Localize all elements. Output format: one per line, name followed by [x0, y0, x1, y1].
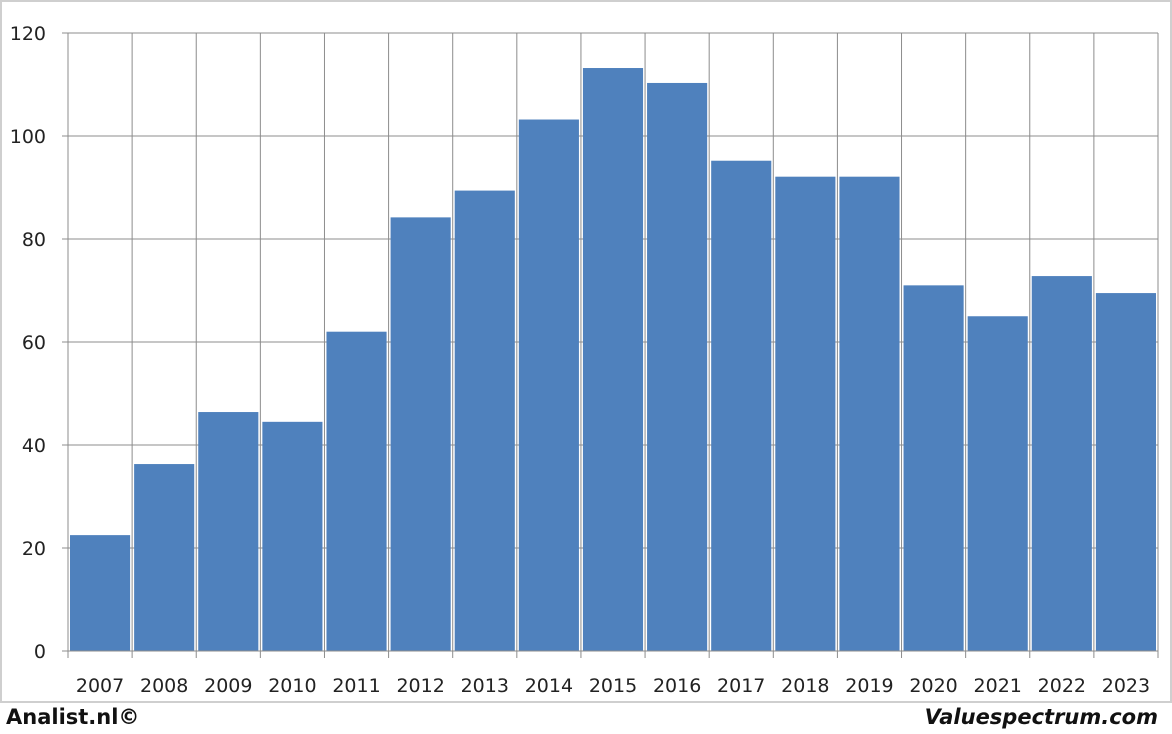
x-tick-label: 2007: [76, 675, 124, 697]
bar-2023: [1095, 293, 1156, 651]
x-tick-label: 2018: [781, 675, 829, 697]
x-tick-label: 2020: [909, 675, 957, 697]
bar-2016: [647, 82, 708, 651]
bar-2014: [518, 119, 579, 651]
x-tick-label: 2023: [1102, 675, 1150, 697]
bar-chart: 0 20 40 60 80 100 120 2007 2008 2009 2010 2011 2012…: [10, 23, 1159, 697]
bar-2013: [454, 190, 515, 651]
bar-2021: [967, 316, 1028, 651]
x-tick-label: 2022: [1038, 675, 1086, 697]
x-tick-label: 2016: [653, 675, 701, 697]
bar-2010: [262, 421, 323, 651]
y-tick-label: 120: [10, 23, 46, 45]
x-tick-label: 2010: [268, 675, 316, 697]
x-tick-label: 2008: [140, 675, 188, 697]
bar-2017: [711, 160, 772, 651]
y-tick-label: 40: [22, 435, 46, 457]
bar-2011: [326, 331, 387, 651]
x-axis-tick-labels: 2007 2008 2009 2010 2011 2012 2013 2014 2015 2016…: [76, 675, 1150, 697]
axes: [62, 32, 1159, 658]
footer-source: Valuespectrum.com: [924, 705, 1158, 729]
y-axis-tick-labels: 0 20 40 60 80 100 120: [10, 23, 46, 663]
x-tick-label: 2012: [396, 675, 444, 697]
x-tick-label: 2011: [332, 675, 380, 697]
x-tick-label: 2014: [525, 675, 573, 697]
bars: [70, 68, 1156, 651]
x-tick-label: 2013: [461, 675, 509, 697]
bar-2022: [1031, 276, 1092, 651]
y-tick-label: 60: [22, 332, 46, 354]
bar-2007: [70, 535, 131, 651]
bar-2008: [134, 464, 195, 651]
x-tick-label: 2017: [717, 675, 765, 697]
y-tick-label: 0: [34, 641, 46, 663]
x-tick-label: 2021: [974, 675, 1022, 697]
bar-2020: [903, 285, 964, 651]
y-tick-label: 20: [22, 538, 46, 560]
x-tick-label: 2019: [845, 675, 893, 697]
y-tick-label: 100: [10, 126, 46, 148]
footer-copyright: Analist.nl©: [6, 705, 140, 729]
bar-2009: [198, 412, 259, 651]
x-tick-label: 2015: [589, 675, 637, 697]
bar-2019: [839, 176, 900, 651]
bar-2012: [390, 217, 451, 651]
bar-2015: [582, 68, 644, 651]
y-tick-label: 80: [22, 229, 46, 251]
x-tick-label: 2009: [204, 675, 252, 697]
bar-2018: [775, 176, 836, 651]
